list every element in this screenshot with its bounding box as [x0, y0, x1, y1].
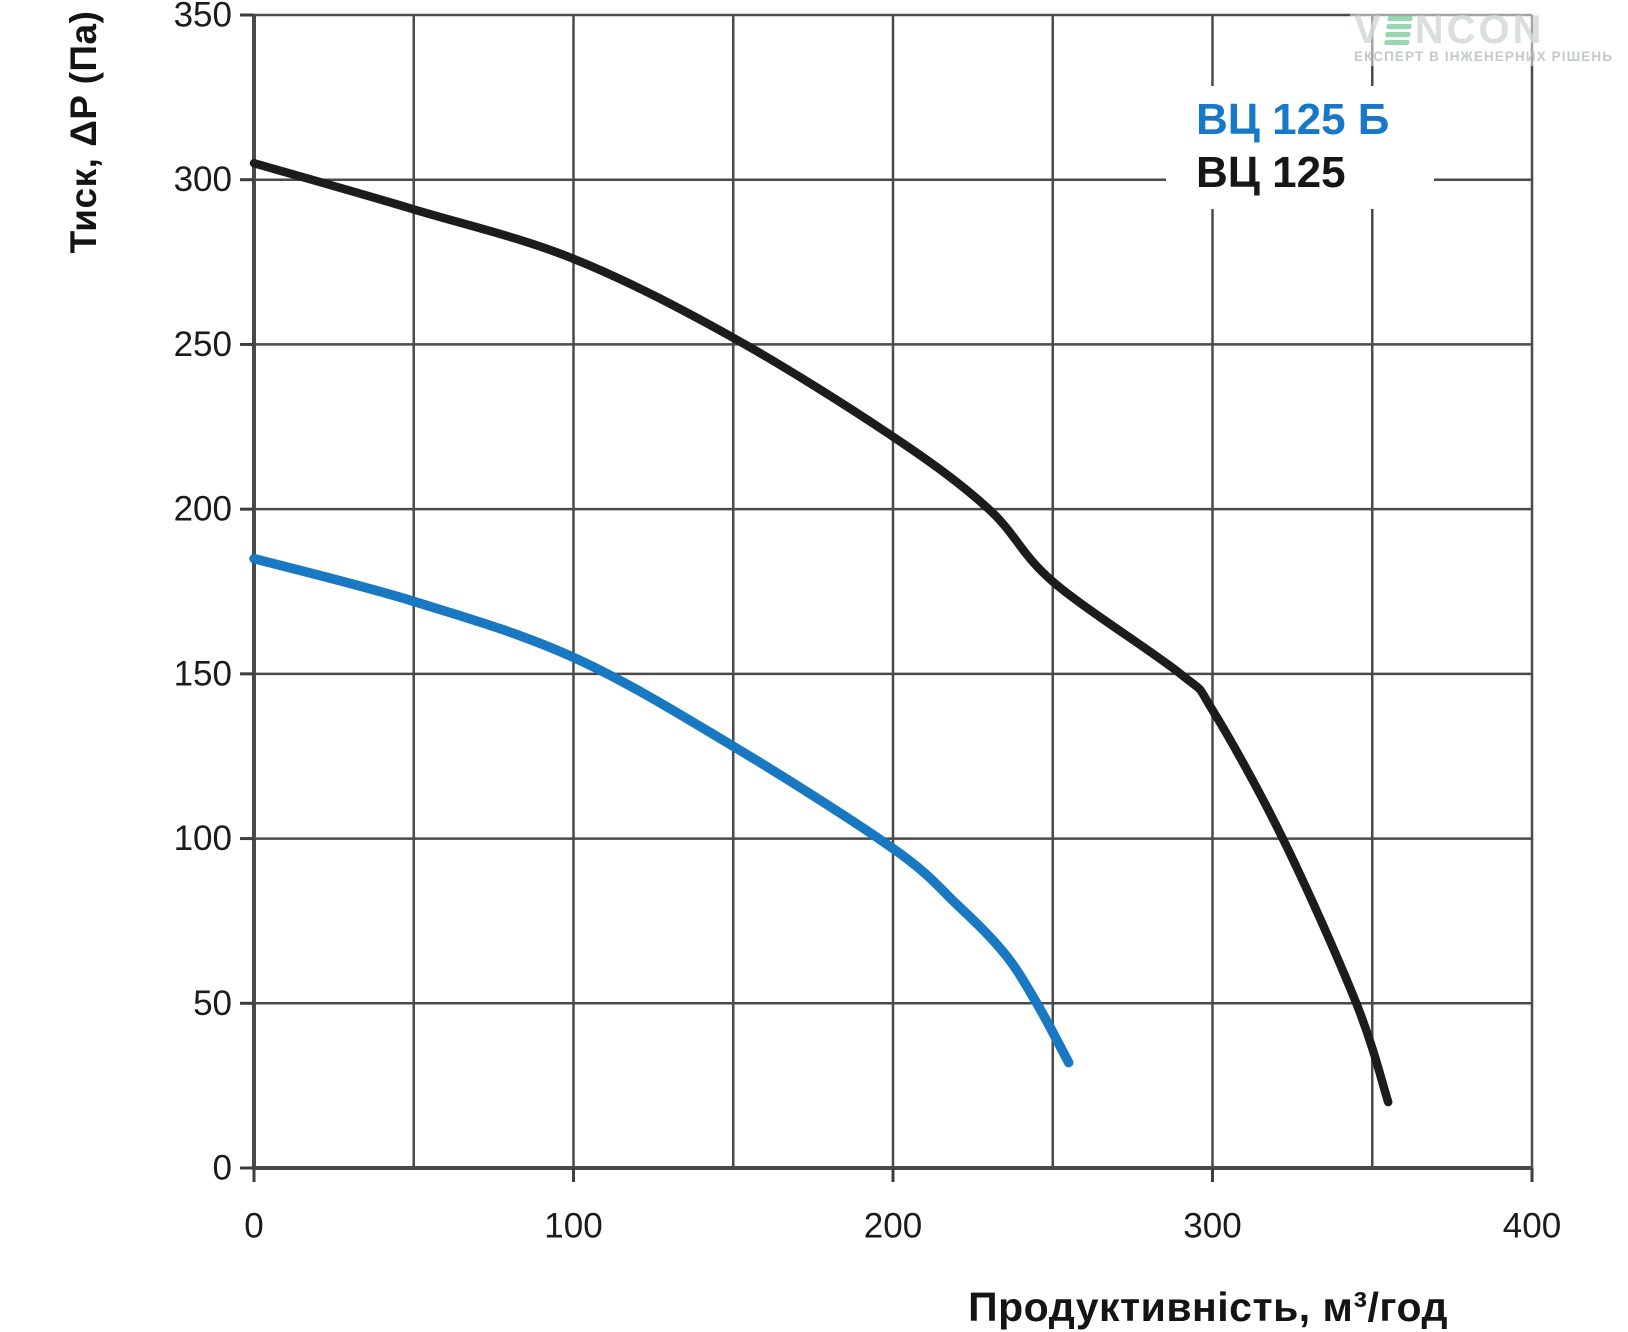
x-tick-label: 200	[864, 1207, 922, 1246]
y-axis-title: Тиск, ΔP (Па)	[63, 10, 104, 254]
logo-letters-ncon: NCON	[1414, 8, 1545, 52]
curve-vc125b	[249, 553, 1074, 1068]
green-bar	[1387, 15, 1413, 21]
y-tick-label: 50	[193, 984, 232, 1023]
curve-vc125	[249, 158, 1393, 1107]
y-tick-label: 150	[174, 654, 232, 693]
vencon-watermark: V NCON ЕКСПЕРТ В ІНЖЕНЕРНИХ РІШЕНЬ	[1350, 8, 1613, 66]
y-tick-label: 300	[174, 160, 232, 199]
y-tick-label: 200	[174, 490, 232, 529]
legend-item-vc125: ВЦ 125	[1196, 148, 1346, 197]
y-tick-label: 0	[213, 1149, 232, 1188]
y-tick-label: 350	[174, 0, 232, 35]
legend-item-vc125b: ВЦ 125 Б	[1196, 95, 1390, 144]
x-tick-label: 300	[1183, 1207, 1241, 1246]
green-bar	[1384, 31, 1411, 37]
green-bar	[1383, 39, 1410, 45]
x-axis-title: Продуктивність, м³/год	[968, 1284, 1448, 1330]
vencon-logo: V NCON	[1354, 8, 1546, 52]
x-tick-label: 100	[544, 1207, 602, 1246]
logo-letter-v: V	[1354, 8, 1384, 52]
y-tick-label: 100	[174, 819, 232, 858]
legend: ВЦ 125 Б ВЦ 125	[1166, 86, 1434, 209]
vencon-green-e-icon	[1383, 14, 1413, 46]
x-tick-label: 400	[1503, 1207, 1561, 1246]
x-tick-label: 0	[244, 1207, 263, 1246]
green-bar	[1385, 23, 1412, 29]
y-tick-label: 250	[174, 325, 232, 364]
vencon-tagline: ЕКСПЕРТ В ІНЖЕНЕРНИХ РІШЕНЬ	[1354, 49, 1613, 64]
